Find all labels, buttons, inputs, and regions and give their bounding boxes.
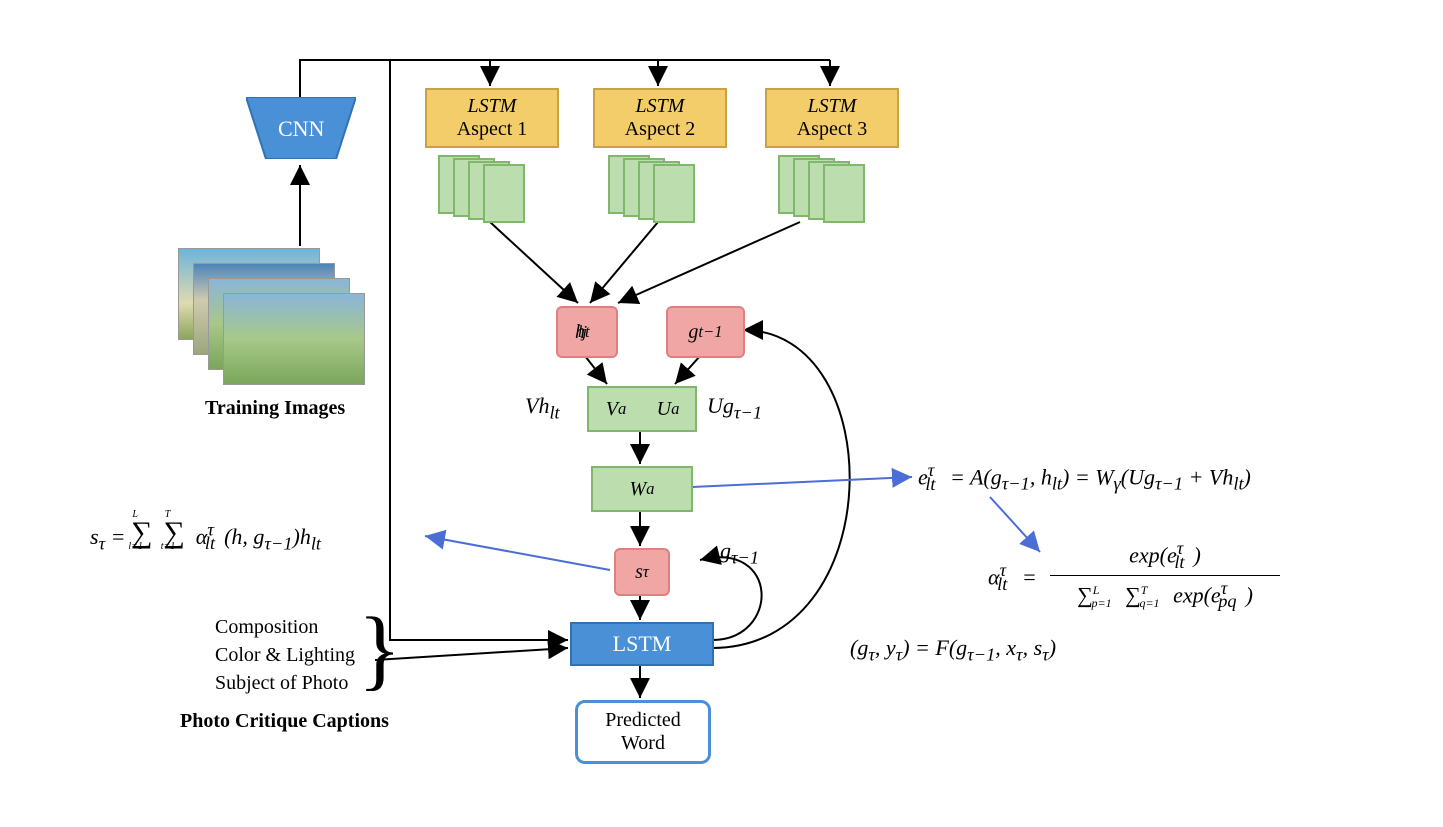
pred-l2: Word bbox=[621, 732, 665, 754]
elt-equation: eτlt = A(gτ−1, hlt) = Wγ(Ugτ−1 + Vhlt) bbox=[918, 460, 1251, 495]
va-node: Va bbox=[587, 386, 645, 432]
photo-critique-label: Photo Critique Captions bbox=[180, 710, 389, 733]
lstm-aspect-2: LSTMAspect 2 bbox=[593, 88, 727, 148]
lstm-aspect3-l2: Aspect 3 bbox=[797, 118, 868, 140]
h-node: htlj bbox=[556, 306, 618, 358]
g-node: gt−1 bbox=[666, 306, 745, 358]
lstm-aspect2-l2: Aspect 2 bbox=[625, 118, 696, 140]
caption-1: Composition bbox=[215, 616, 318, 639]
brace-icon: } bbox=[358, 598, 401, 701]
caption-2: Color & Lighting bbox=[215, 644, 355, 667]
ugtau-label: Ugτ−1 bbox=[707, 393, 762, 423]
alpha-lhs: ατlt = bbox=[988, 560, 1037, 595]
caption-3: Subject of Photo bbox=[215, 672, 348, 695]
lstm-aspect2-l1: LSTM bbox=[636, 95, 685, 117]
vhlt-label: Vhlt bbox=[525, 393, 560, 423]
alpha-denom: ∑Lp=1 ∑Tq=1 exp(eτpq) bbox=[1050, 578, 1280, 613]
cnn-label: CNN bbox=[278, 116, 324, 142]
training-image bbox=[223, 293, 365, 385]
lstm-aspect3-l1: LSTM bbox=[808, 95, 857, 117]
training-images-label: Training Images bbox=[205, 397, 345, 420]
stau-node: sτ bbox=[614, 548, 670, 596]
pred-l1: Predicted bbox=[605, 709, 681, 731]
lstm-aspect1-l2: Aspect 1 bbox=[457, 118, 528, 140]
gtau1-label: gτ−1 bbox=[720, 538, 759, 568]
f-equation: (gτ, yτ) = F(gτ−1, xτ, sτ) bbox=[850, 635, 1056, 665]
alpha-num: exp(eτlt) bbox=[1050, 538, 1280, 573]
predicted-word-node: PredictedWord bbox=[575, 700, 711, 764]
main-lstm-node: LSTM bbox=[570, 622, 714, 666]
lstm-aspect-1: LSTMAspect 1 bbox=[425, 88, 559, 148]
lstm-aspect-3: LSTMAspect 3 bbox=[765, 88, 899, 148]
alpha-fraction: exp(eτlt) ∑Lp=1 ∑Tq=1 exp(eτpq) bbox=[1050, 538, 1280, 612]
lstm-aspect1-l1: LSTM bbox=[468, 95, 517, 117]
wa-node: Wa bbox=[591, 466, 693, 512]
stau-equation: sτ = ∑Ll=1 ∑Tt=1 ατlt(h, gτ−1)hlt bbox=[90, 518, 430, 554]
ua-node: Ua bbox=[641, 386, 697, 432]
